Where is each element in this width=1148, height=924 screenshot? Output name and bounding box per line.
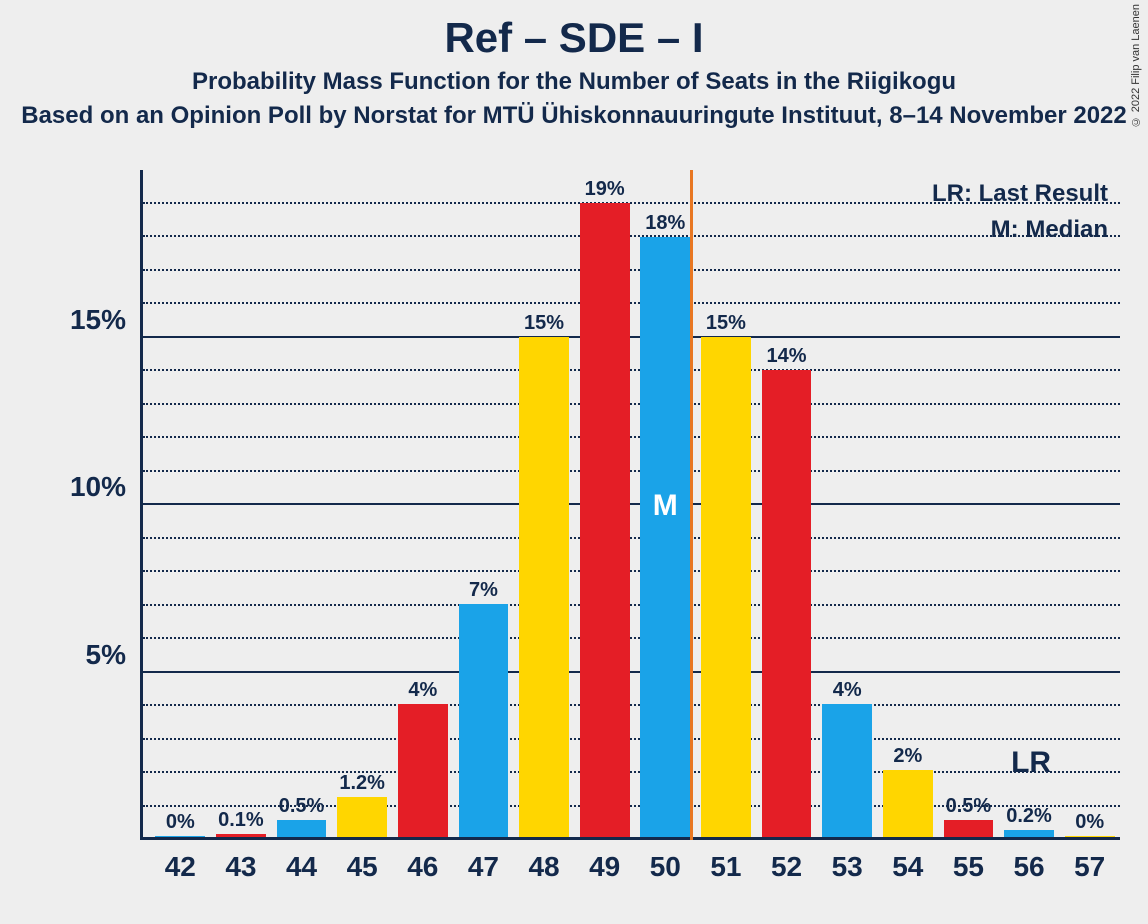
bars-container: 0%420.1%430.5%441.2%454%467%4715%4819%49… — [150, 170, 1120, 837]
bar-value-label: 0% — [1075, 811, 1104, 836]
x-axis-tick-label: 44 — [286, 837, 317, 883]
bar: 2% — [883, 770, 933, 837]
y-axis-tick-label: 15% — [70, 304, 140, 336]
x-axis-tick-label: 43 — [225, 837, 256, 883]
copyright-text: © 2022 Filip van Laenen — [1130, 4, 1142, 127]
bar: 0.5% — [944, 820, 994, 837]
x-axis-tick-label: 53 — [832, 837, 863, 883]
x-axis-tick-label: 42 — [165, 837, 196, 883]
y-axis-tick-label: 10% — [70, 471, 140, 503]
bar-value-label: 19% — [585, 178, 625, 203]
bar: 0.5% — [277, 820, 327, 837]
bar-value-label: 1.2% — [339, 772, 385, 797]
bar-slot: 0.2%56 — [999, 170, 1060, 837]
median-line — [690, 170, 693, 840]
bar-slot: 4%46 — [393, 170, 454, 837]
bar: 4% — [822, 704, 872, 837]
x-axis-tick-label: 55 — [953, 837, 984, 883]
bar-value-label: 0.1% — [218, 809, 264, 834]
x-axis-tick-label: 56 — [1013, 837, 1044, 883]
bar: 15% — [519, 337, 569, 837]
bar-slot: 0.1%43 — [211, 170, 272, 837]
bar-value-label: 4% — [408, 679, 437, 704]
bar: 14% — [762, 370, 812, 837]
bar-value-label: 15% — [706, 312, 746, 337]
bar: 0.2% — [1004, 830, 1054, 837]
legend-lr: LR: Last Result — [932, 176, 1108, 212]
bar-value-label: 2% — [893, 745, 922, 770]
chart-title: Ref – SDE – I — [0, 0, 1148, 62]
bar-slot: 7%47 — [453, 170, 514, 837]
bar: 1.2% — [337, 797, 387, 837]
bar-value-label: 4% — [833, 679, 862, 704]
bar: 18%M — [640, 237, 690, 837]
lr-marker: LR — [1011, 746, 1051, 780]
x-axis-tick-label: 46 — [407, 837, 438, 883]
bar-slot: 18%M50 — [635, 170, 696, 837]
legend-m: M: Median — [932, 212, 1108, 248]
bar-slot: 15%48 — [514, 170, 575, 837]
chart-subtitle: Probability Mass Function for the Number… — [0, 68, 1148, 96]
x-axis-tick-label: 49 — [589, 837, 620, 883]
bar-value-label: 14% — [767, 345, 807, 370]
chart-legend: LR: Last Result M: Median — [932, 176, 1108, 248]
x-axis-tick-label: 54 — [892, 837, 923, 883]
x-axis-tick-label: 50 — [650, 837, 681, 883]
bar-value-label: 18% — [645, 212, 685, 237]
x-axis-tick-label: 45 — [347, 837, 378, 883]
x-axis-tick-label: 48 — [528, 837, 559, 883]
x-axis-tick-label: 52 — [771, 837, 802, 883]
bar: 15% — [701, 337, 751, 837]
median-marker: M — [653, 489, 678, 523]
chart-plot-area: 5%10%15% 0%420.1%430.5%441.2%454%467%471… — [140, 170, 1120, 840]
bar-slot: 14%52 — [756, 170, 817, 837]
x-axis-tick-label: 47 — [468, 837, 499, 883]
bar-value-label: 0% — [166, 811, 195, 836]
bar-value-label: 0.5% — [279, 795, 325, 820]
y-axis-tick-label: 5% — [86, 639, 140, 671]
y-axis-line — [140, 170, 143, 840]
bar: 7% — [459, 604, 509, 837]
bar-slot: 4%53 — [817, 170, 878, 837]
bar-slot: 0.5%44 — [271, 170, 332, 837]
bar: 19% — [580, 203, 630, 837]
x-axis-tick-label: 51 — [710, 837, 741, 883]
x-axis-tick-label: 57 — [1074, 837, 1105, 883]
bar-slot: 19%49 — [574, 170, 635, 837]
bar-value-label: 15% — [524, 312, 564, 337]
bar: 4% — [398, 704, 448, 837]
bar-slot: 1.2%45 — [332, 170, 393, 837]
bar-slot: 2%54 — [878, 170, 939, 837]
bar-slot: 0%42 — [150, 170, 211, 837]
bar-value-label: 0.5% — [946, 795, 992, 820]
bar-slot: 15%51 — [696, 170, 757, 837]
bar-value-label: 0.2% — [1006, 805, 1052, 830]
bar-value-label: 7% — [469, 579, 498, 604]
bar-slot: 0.5%55 — [938, 170, 999, 837]
bar-slot: 0%57 — [1059, 170, 1120, 837]
chart-subtitle-2: Based on an Opinion Poll by Norstat for … — [0, 102, 1148, 130]
